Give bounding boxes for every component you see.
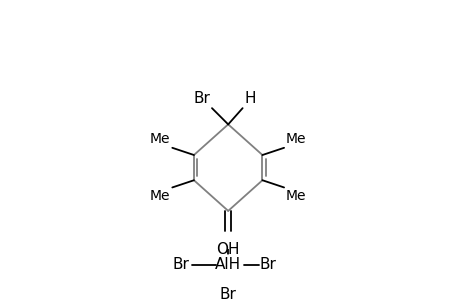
Text: Me: Me: [150, 189, 170, 203]
Text: Me: Me: [285, 189, 306, 203]
Text: Me: Me: [150, 132, 170, 146]
Text: Me: Me: [285, 132, 306, 146]
Text: OH: OH: [216, 242, 240, 256]
Text: Br: Br: [259, 257, 276, 272]
Text: H: H: [244, 91, 255, 106]
Text: AlH: AlH: [215, 257, 241, 272]
Text: Br: Br: [219, 287, 236, 300]
Text: Br: Br: [172, 257, 189, 272]
Text: Br: Br: [193, 91, 210, 106]
